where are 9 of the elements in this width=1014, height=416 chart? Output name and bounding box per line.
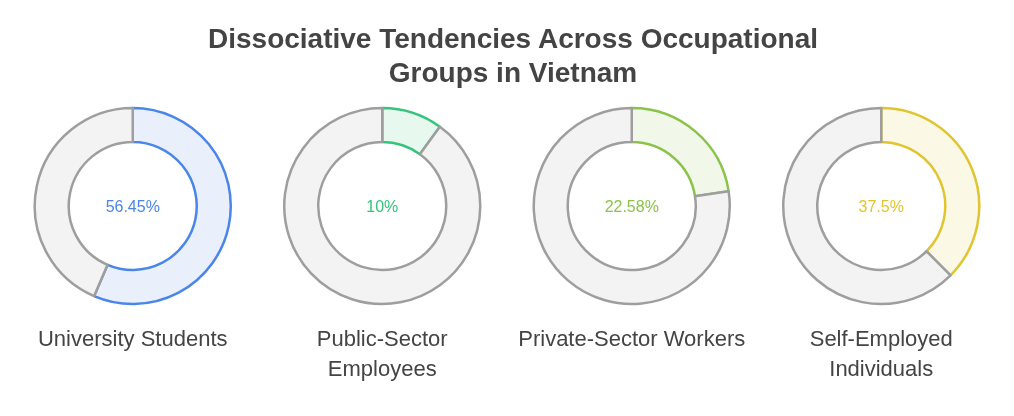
text: 56.45% [105, 198, 160, 215]
text: 22.58% [604, 198, 659, 215]
text: 37.5% [858, 198, 904, 215]
text: 10% [366, 198, 399, 215]
text: Private-Sector Workers [518, 326, 746, 351]
text: Public-Sector Employees [316, 326, 448, 381]
text: University Students [37, 326, 228, 351]
text: Self-Employed Individuals [809, 326, 953, 381]
text: Dissociative Tendencies Across Occupational Groups in Vietnam [208, 23, 818, 88]
